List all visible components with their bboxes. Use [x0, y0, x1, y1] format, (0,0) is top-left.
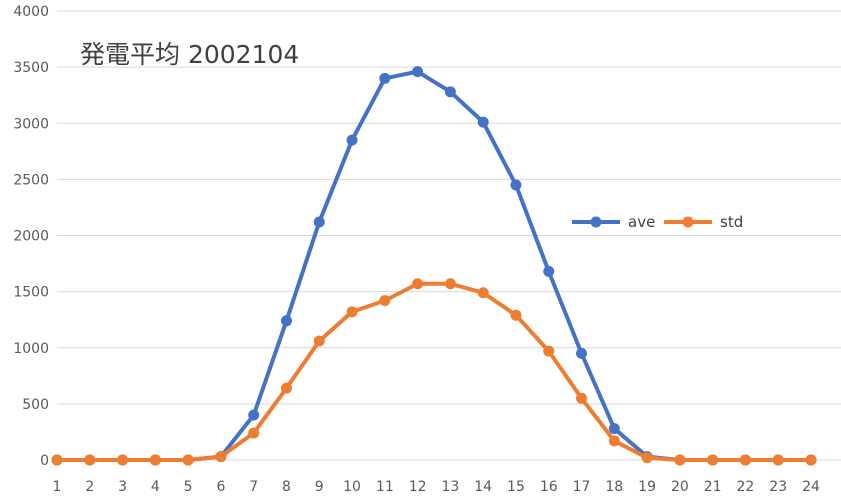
data-point [248, 409, 260, 421]
x-tick-label: 21 [704, 479, 722, 495]
data-point [412, 278, 424, 290]
data-point [84, 454, 96, 466]
data-point [674, 454, 686, 466]
series-group [51, 66, 817, 466]
x-tick-label: 23 [769, 479, 787, 495]
data-point [707, 454, 719, 466]
x-tick-label: 6 [216, 479, 225, 495]
data-point [576, 392, 588, 404]
x-tick-label: 19 [638, 479, 656, 495]
data-point [248, 427, 260, 439]
data-point [608, 423, 620, 435]
y-tick-label: 500 [22, 397, 49, 413]
y-tick-label: 3500 [13, 60, 49, 76]
x-tick-label: 1 [53, 479, 62, 495]
series-line-std [55, 281, 813, 462]
data-point [313, 335, 325, 347]
x-tick-label: 15 [507, 479, 525, 495]
data-point [444, 278, 456, 290]
x-tick-label: 5 [184, 479, 193, 495]
data-point [346, 134, 358, 146]
data-point [149, 454, 161, 466]
data-point [280, 315, 292, 327]
x-tick-label: 18 [605, 479, 623, 495]
x-tick-label: 11 [376, 479, 394, 495]
data-point [182, 454, 194, 466]
y-tick-label: 3000 [13, 116, 49, 132]
data-point [805, 454, 817, 466]
legend: ave std [572, 213, 743, 231]
x-tick-label: 14 [474, 479, 492, 495]
data-point [543, 265, 555, 277]
data-point [739, 454, 751, 466]
series-ave [51, 66, 817, 466]
data-point [412, 66, 424, 78]
data-point [51, 454, 63, 466]
legend-item-std: std [664, 213, 743, 231]
series-std [51, 278, 817, 466]
x-tick-label: 20 [671, 479, 689, 495]
y-tick-label: 4000 [13, 4, 49, 20]
data-point [543, 345, 555, 357]
gridlines [57, 10, 841, 461]
x-tick-label: 9 [315, 479, 324, 495]
legend-swatch-marker [682, 216, 694, 228]
data-point [379, 295, 391, 307]
data-point [280, 382, 292, 394]
y-tick-label: 1500 [13, 285, 49, 301]
y-tick-label: 2000 [13, 229, 49, 245]
y-tick-label: 0 [40, 453, 49, 469]
x-tick-label: 12 [409, 479, 427, 495]
legend-label: ave [628, 213, 655, 231]
x-tick-label: 2 [85, 479, 94, 495]
data-point [608, 435, 620, 447]
y-axis-tick-labels: 0 500 1000 1500 2000 2500 3000 3500 4000 [13, 4, 49, 469]
x-tick-label: 17 [573, 479, 591, 495]
data-point [215, 451, 227, 463]
x-tick-label: 24 [802, 479, 820, 495]
x-tick-label: 8 [282, 479, 291, 495]
data-point [346, 306, 358, 318]
y-tick-label: 2500 [13, 172, 49, 188]
data-point [444, 86, 456, 98]
data-point [477, 287, 489, 299]
x-tick-label: 22 [737, 479, 755, 495]
x-tick-label: 10 [343, 479, 361, 495]
legend-item-ave: ave [572, 213, 655, 231]
data-point [313, 216, 325, 228]
y-tick-label: 1000 [13, 341, 49, 357]
data-point [379, 72, 391, 84]
data-point [477, 116, 489, 128]
x-tick-label: 4 [151, 479, 160, 495]
legend-swatch-marker [590, 216, 602, 228]
x-axis-tick-labels: 1 2 3 4 5 6 7 8 9 10 11 12 13 14 15 16 17 18 19 20 21 22 23 24 [53, 479, 820, 495]
data-point [576, 347, 588, 359]
data-point [117, 454, 129, 466]
data-point [510, 179, 522, 191]
data-point [772, 454, 784, 466]
x-tick-label: 16 [540, 479, 558, 495]
data-point [510, 309, 522, 321]
legend-label: std [720, 213, 743, 231]
chart-title: 発電平均 2002104 [80, 40, 299, 69]
series-line-ave [55, 69, 813, 462]
x-tick-label: 13 [441, 479, 459, 495]
x-tick-label: 7 [249, 479, 258, 495]
data-point [641, 452, 653, 464]
x-tick-label: 3 [118, 479, 127, 495]
